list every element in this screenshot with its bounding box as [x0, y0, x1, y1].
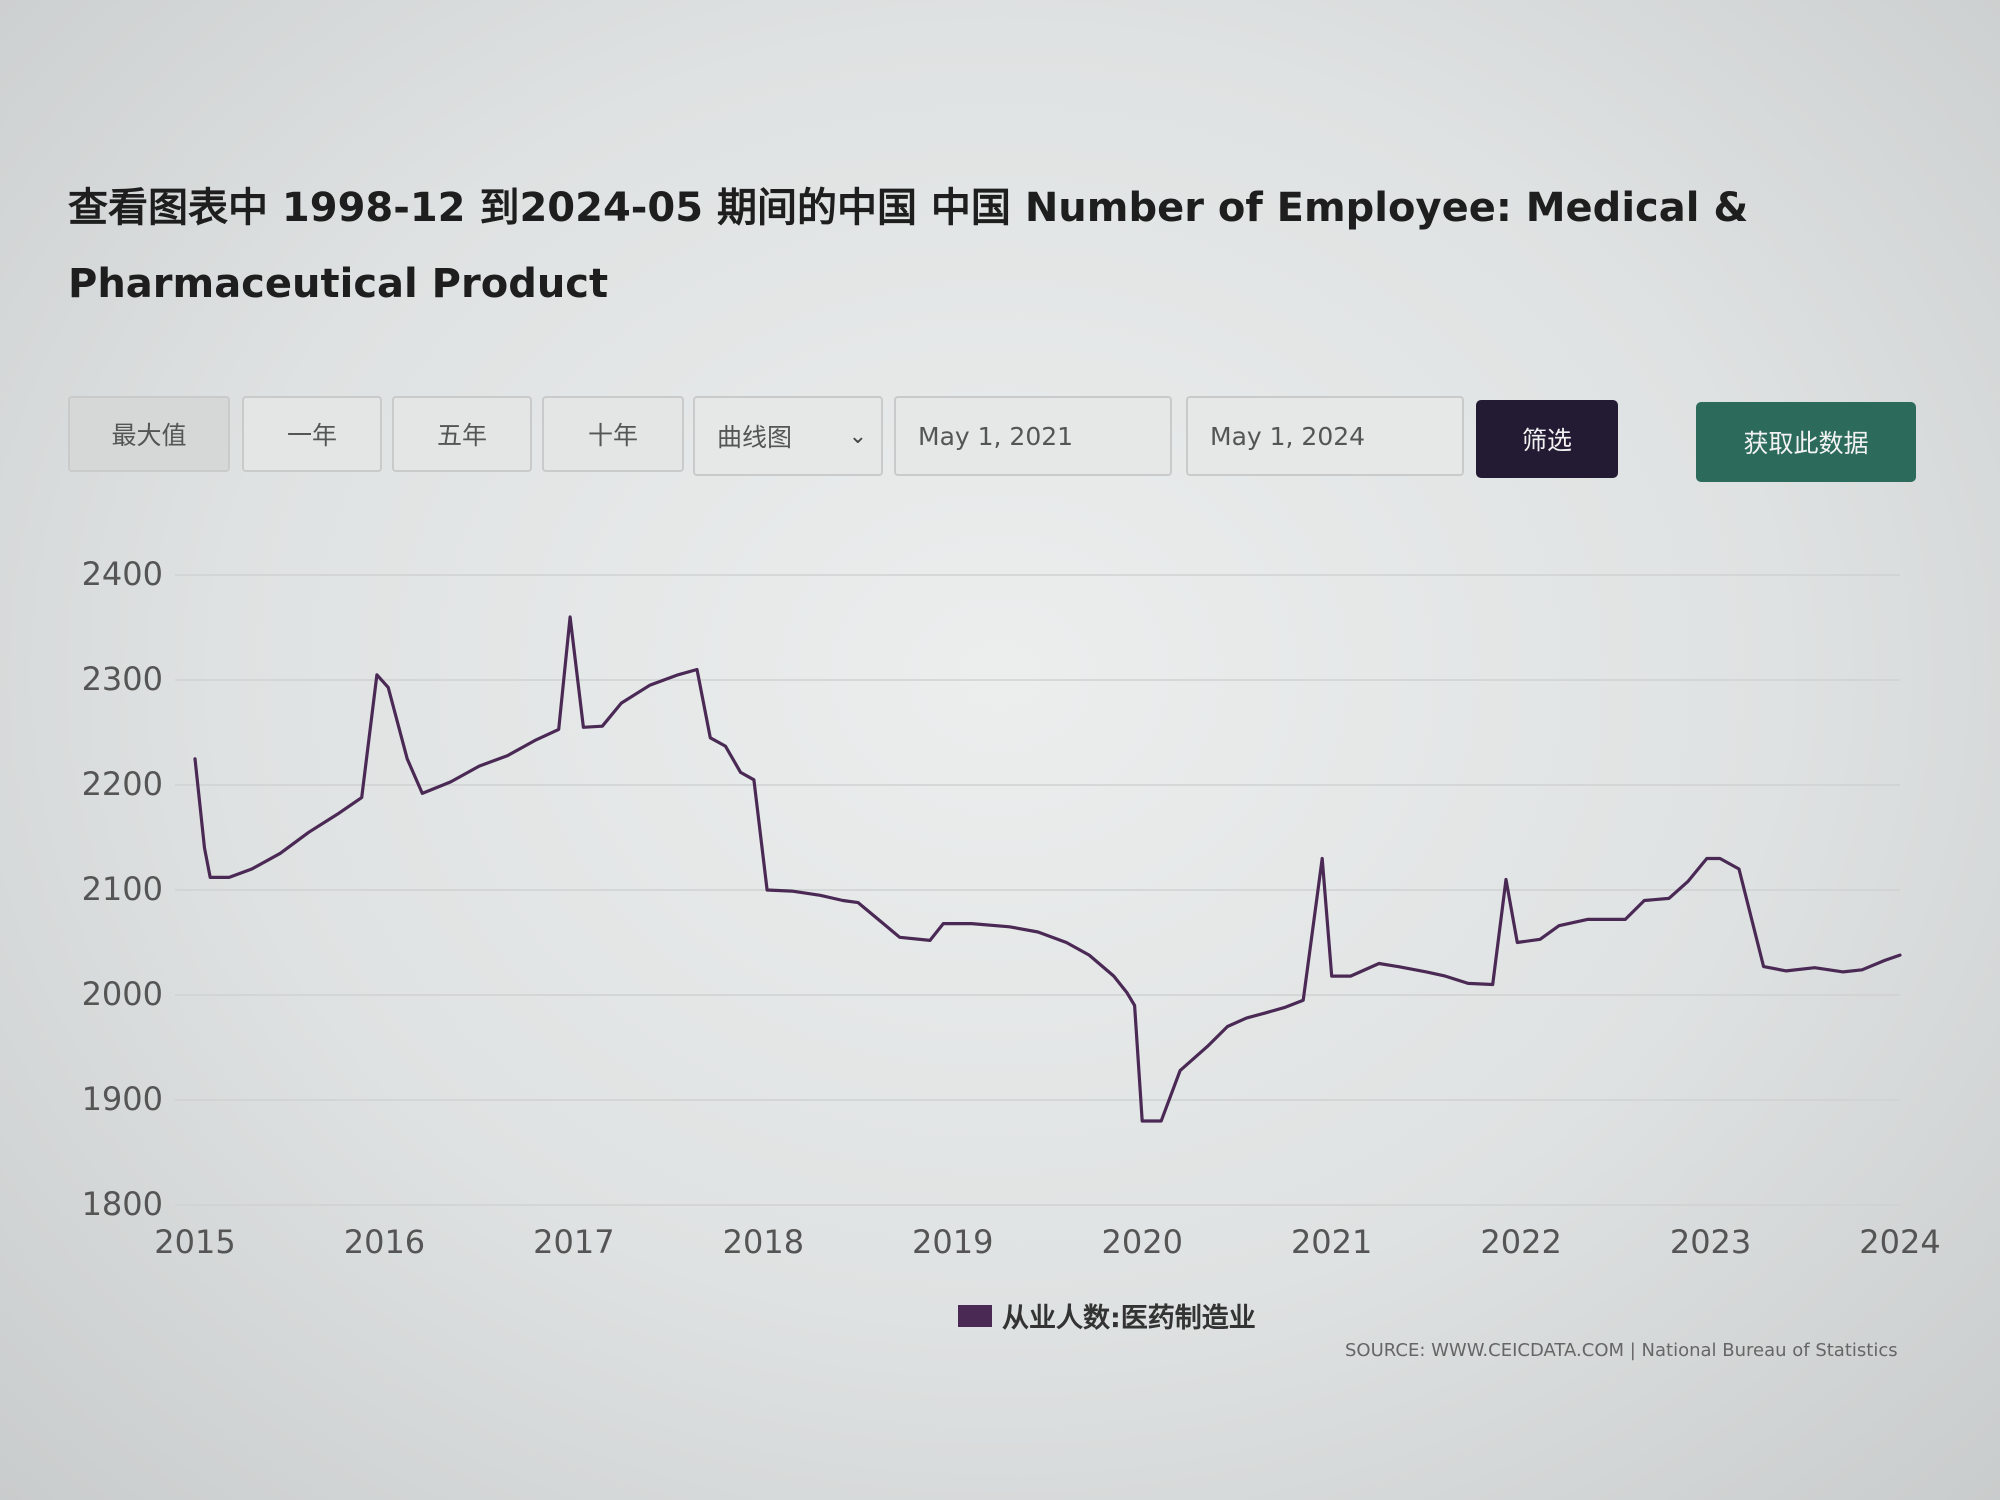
- y-tick-label: 2400: [82, 555, 163, 593]
- y-tick-label: 1800: [82, 1185, 163, 1223]
- legend-swatch: [958, 1304, 992, 1327]
- range-5y-button[interactable]: 五年: [392, 396, 532, 472]
- chart-type-select[interactable]: 曲线图 ⌄: [693, 396, 883, 476]
- x-tick-label: 2021: [1291, 1223, 1372, 1261]
- source-note: SOURCE: WWW.CEICDATA.COM | National Bure…: [1345, 1340, 1898, 1361]
- y-tick-label: 1900: [82, 1080, 163, 1118]
- chart-type-value: 曲线图: [717, 423, 793, 452]
- start-date-input[interactable]: May 1, 2021: [894, 396, 1172, 476]
- x-tick-label: 2023: [1670, 1223, 1751, 1261]
- get-data-button[interactable]: 获取此数据: [1696, 402, 1916, 482]
- y-tick-label: 2300: [82, 660, 163, 698]
- x-tick-label: 2020: [1102, 1223, 1183, 1261]
- chart-legend[interactable]: 从业人数:医药制造业: [958, 1296, 1256, 1335]
- x-tick-label: 2015: [154, 1223, 235, 1261]
- end-date-input[interactable]: May 1, 2024: [1186, 396, 1464, 476]
- page-title: 查看图表中 1998-12 到2024-05 期间的中国 中国 Number o…: [68, 185, 1749, 307]
- y-tick-label: 2100: [82, 870, 163, 908]
- range-max-button[interactable]: 最大值: [68, 396, 230, 472]
- x-tick-label: 2016: [344, 1223, 425, 1261]
- x-tick-label: 2017: [533, 1223, 614, 1261]
- x-tick-label: 2018: [723, 1223, 804, 1261]
- x-tick-label: 2019: [912, 1223, 993, 1261]
- x-tick-label: 2024: [1859, 1223, 1940, 1261]
- y-tick-label: 2200: [82, 765, 163, 803]
- range-10y-button[interactable]: 十年: [542, 396, 684, 472]
- legend-label: 从业人数:医药制造业: [1002, 1303, 1256, 1334]
- filter-button[interactable]: 筛选: [1476, 400, 1618, 478]
- range-1y-button[interactable]: 一年: [242, 396, 382, 472]
- series-line: [193, 615, 1902, 1123]
- x-tick-label: 2022: [1480, 1223, 1561, 1261]
- chevron-down-icon: ⌄: [848, 423, 867, 449]
- y-tick-label: 2000: [82, 975, 163, 1013]
